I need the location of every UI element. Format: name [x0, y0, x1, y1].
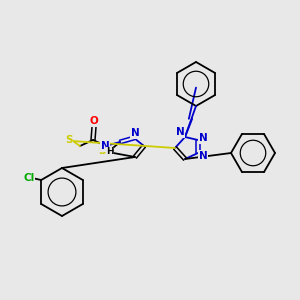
Text: N: N: [130, 128, 140, 138]
Text: N: N: [100, 141, 109, 151]
Text: S: S: [65, 135, 73, 145]
Text: Cl: Cl: [24, 173, 35, 183]
Text: N: N: [199, 133, 207, 143]
Text: H: H: [106, 148, 114, 157]
Text: N: N: [176, 127, 184, 137]
Text: N: N: [199, 151, 207, 161]
Text: O: O: [90, 116, 98, 126]
Text: S: S: [98, 146, 106, 156]
